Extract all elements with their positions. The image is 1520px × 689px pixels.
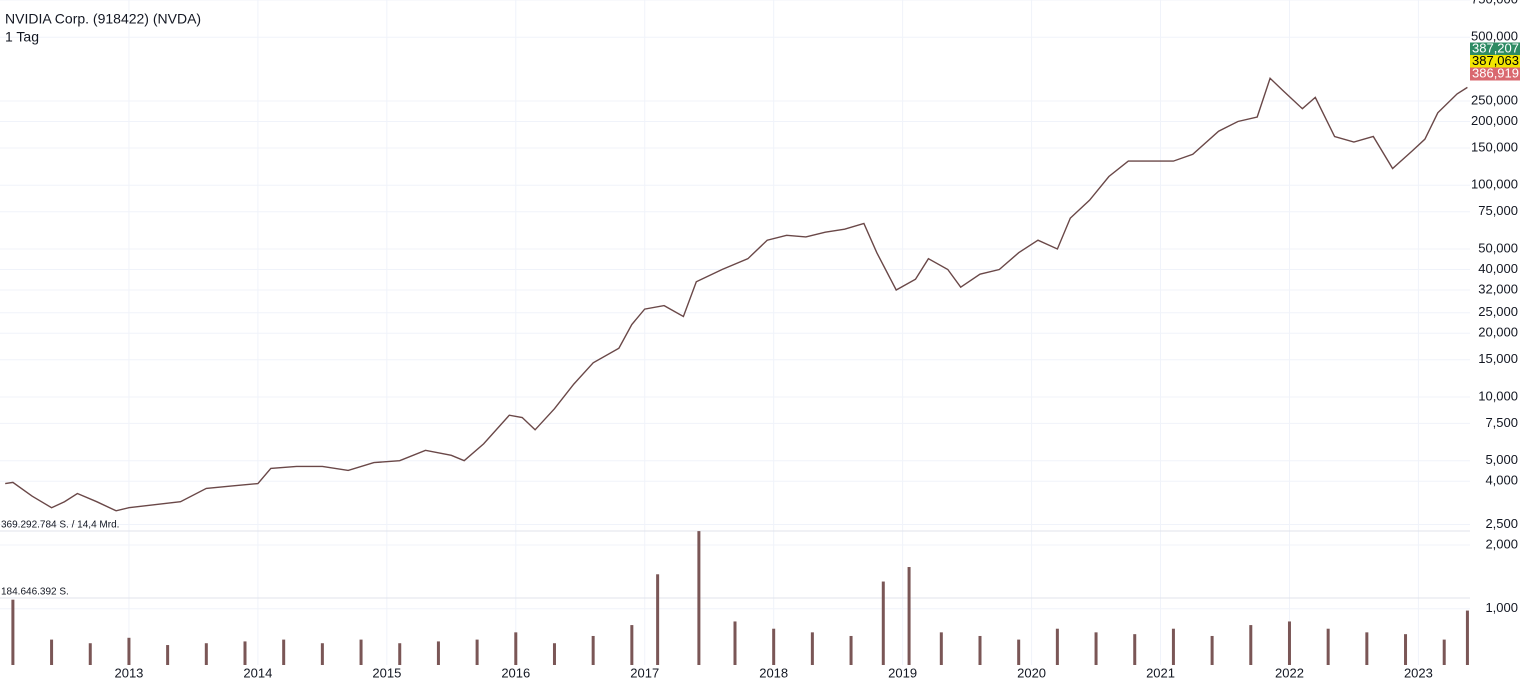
volume-bar [1326,628,1330,665]
volume-bar [630,625,634,665]
x-tick-label: 2017 [630,665,659,680]
y-tick-label: 5,000 [1485,452,1518,467]
volume-bar [243,641,247,665]
volume-bar [1171,628,1175,665]
y-tick-label: 40,000 [1478,261,1518,276]
y-tick-label: 500,000 [1471,29,1518,44]
volume-bar [475,639,479,665]
price-label: 387,207 [1472,40,1519,55]
y-tick-label: 2,000 [1485,536,1518,551]
volume-bar [1094,632,1098,665]
volume-bar [733,621,737,665]
volume-bar [514,632,518,665]
volume-bar [166,645,170,665]
volume-bar [1442,639,1446,665]
volume-bar [436,641,440,665]
x-tick-label: 2018 [759,665,788,680]
chart-title: NVIDIA Corp. (918422) (NVDA) [5,11,201,27]
price-label-box [1470,55,1520,68]
x-tick-label: 2013 [114,665,143,680]
x-tick-label: 2014 [243,665,272,680]
y-tick-label: 10,000 [1478,388,1518,403]
chart-subtitle: 1 Tag [5,29,39,45]
y-tick-label: 7,500 [1485,415,1518,430]
volume-bar [359,639,363,665]
y-tick-label: 200,000 [1471,113,1518,128]
volume-bar [398,643,402,665]
volume-bar [656,574,660,665]
price-label-box [1470,67,1520,81]
volume-bar [88,643,92,665]
volume-bar [1017,639,1021,665]
volume-bar [1404,634,1408,665]
y-tick-label: 4,000 [1485,473,1518,488]
volume-tick-label: 184.646.392 S. [1,587,69,598]
volume-bar [11,599,15,665]
y-tick-label: 20,000 [1478,325,1518,340]
y-tick-label: 250,000 [1471,92,1518,107]
price-label: 387,063 [1472,53,1519,68]
volume-bar [1055,628,1059,665]
volume-bar [552,643,556,665]
y-tick-label: 1,000 [1485,600,1518,615]
y-tick-label: 2,500 [1485,516,1518,531]
price-label-box [1470,42,1520,56]
volume-bar [1249,625,1253,665]
volume-bar [907,567,911,665]
volume-bar [939,632,943,665]
volume-bar [204,643,208,665]
price-line [5,77,1468,512]
y-tick-label: 100,000 [1471,177,1518,192]
x-tick-label: 2021 [1146,665,1175,680]
volume-bar [1287,621,1291,665]
y-tick-label: 750,000 [1471,0,1518,6]
y-tick-label: 25,000 [1478,304,1518,319]
volume-bar [1365,632,1369,665]
volume-bar [50,639,54,665]
volume-bar [881,581,885,665]
volume-bar [320,643,324,665]
y-tick-label: 32,000 [1478,281,1518,296]
volume-tick-label: 369.292.784 S. / 14,4 Mrd. [1,520,119,531]
volume-bar [127,637,131,665]
x-tick-label: 2023 [1404,665,1433,680]
y-tick-label: 75,000 [1478,203,1518,218]
x-tick-label: 2020 [1017,665,1046,680]
volume-bar [1133,634,1137,665]
volume-bar [810,632,814,665]
y-tick-label: 50,000 [1478,240,1518,255]
volume-bar [697,531,701,665]
y-tick-label: 150,000 [1471,139,1518,154]
price-label: 386,919 [1472,65,1519,80]
volume-bar [1465,610,1469,665]
y-tick-label: 15,000 [1478,351,1518,366]
volume-bar [772,628,776,665]
x-tick-label: 2015 [372,665,401,680]
volume-bar [1210,635,1214,665]
volume-bar [849,635,853,665]
x-tick-label: 2022 [1275,665,1304,680]
volume-bar [591,635,595,665]
x-tick-label: 2016 [501,665,530,680]
volume-bar [978,635,982,665]
x-tick-label: 2019 [888,665,917,680]
volume-bar [282,639,286,665]
